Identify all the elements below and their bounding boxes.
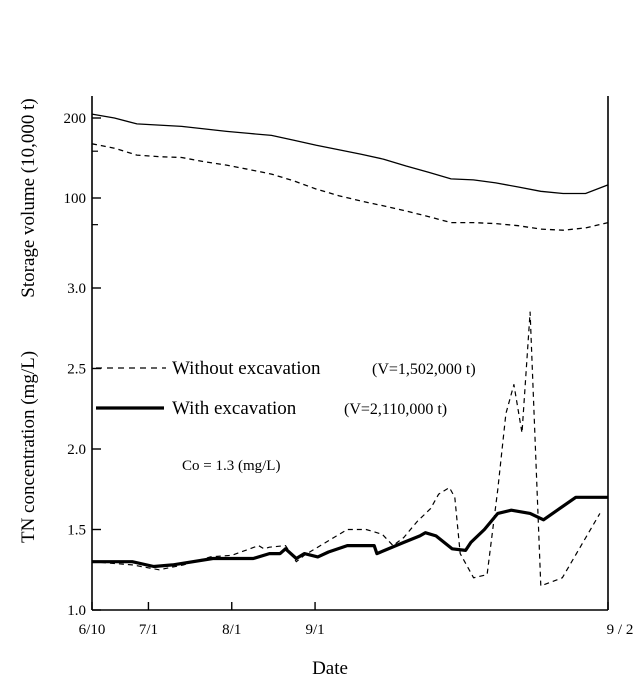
axes bbox=[91, 96, 609, 611]
legend: Without excavation (V=1,502,000 t) With … bbox=[96, 358, 476, 419]
annotation-co: Co = 1.3 (mg/L) bbox=[182, 458, 280, 474]
bottom-series-with-excavation bbox=[92, 495, 608, 569]
legend-sub-without: (V=1,502,000 t) bbox=[372, 361, 476, 378]
top-y-ticks: 200 100 bbox=[64, 111, 101, 226]
bottom-y-tick-label: 1.0 bbox=[67, 603, 86, 619]
bottom-y-tick-label: 2.5 bbox=[67, 362, 86, 378]
legend-label-with: With excavation bbox=[172, 398, 297, 419]
bottom-series-without-excavation bbox=[91, 311, 601, 587]
top-series bbox=[91, 113, 609, 231]
x-tick-label: 7/1 bbox=[139, 622, 158, 638]
bottom-series bbox=[91, 311, 608, 587]
x-tick-label: 9 / 2 bbox=[607, 622, 634, 638]
top-y-tick-label: 200 bbox=[64, 111, 87, 127]
top-y-axis-label: Storage volume (10,000 t) bbox=[18, 98, 39, 297]
x-axis-label: Date bbox=[312, 658, 348, 679]
bottom-y-tick-label: 2.0 bbox=[67, 442, 86, 458]
bottom-y-tick-label: 1.5 bbox=[67, 523, 86, 539]
top-series-without-excavation bbox=[91, 143, 609, 231]
legend-label-without: Without excavation bbox=[172, 358, 321, 379]
top-series-with-excavation bbox=[91, 113, 609, 195]
x-ticks: 6/10 7/1 8/1 9/1 9 / 2 bbox=[79, 602, 634, 638]
bottom-y-tick-label: 3.0 bbox=[67, 281, 86, 297]
bottom-y-axis-label: TN concentration (mg/L) bbox=[18, 351, 39, 543]
bottom-y-ticks: 1.0 1.5 2.0 2.5 3.0 bbox=[67, 281, 101, 619]
x-tick-label: 8/1 bbox=[222, 622, 241, 638]
x-tick-label: 6/10 bbox=[79, 622, 106, 638]
legend-sub-with: (V=2,110,000 t) bbox=[344, 401, 447, 418]
x-tick-label: 9/1 bbox=[305, 622, 324, 638]
top-y-tick-label: 100 bbox=[64, 191, 87, 207]
